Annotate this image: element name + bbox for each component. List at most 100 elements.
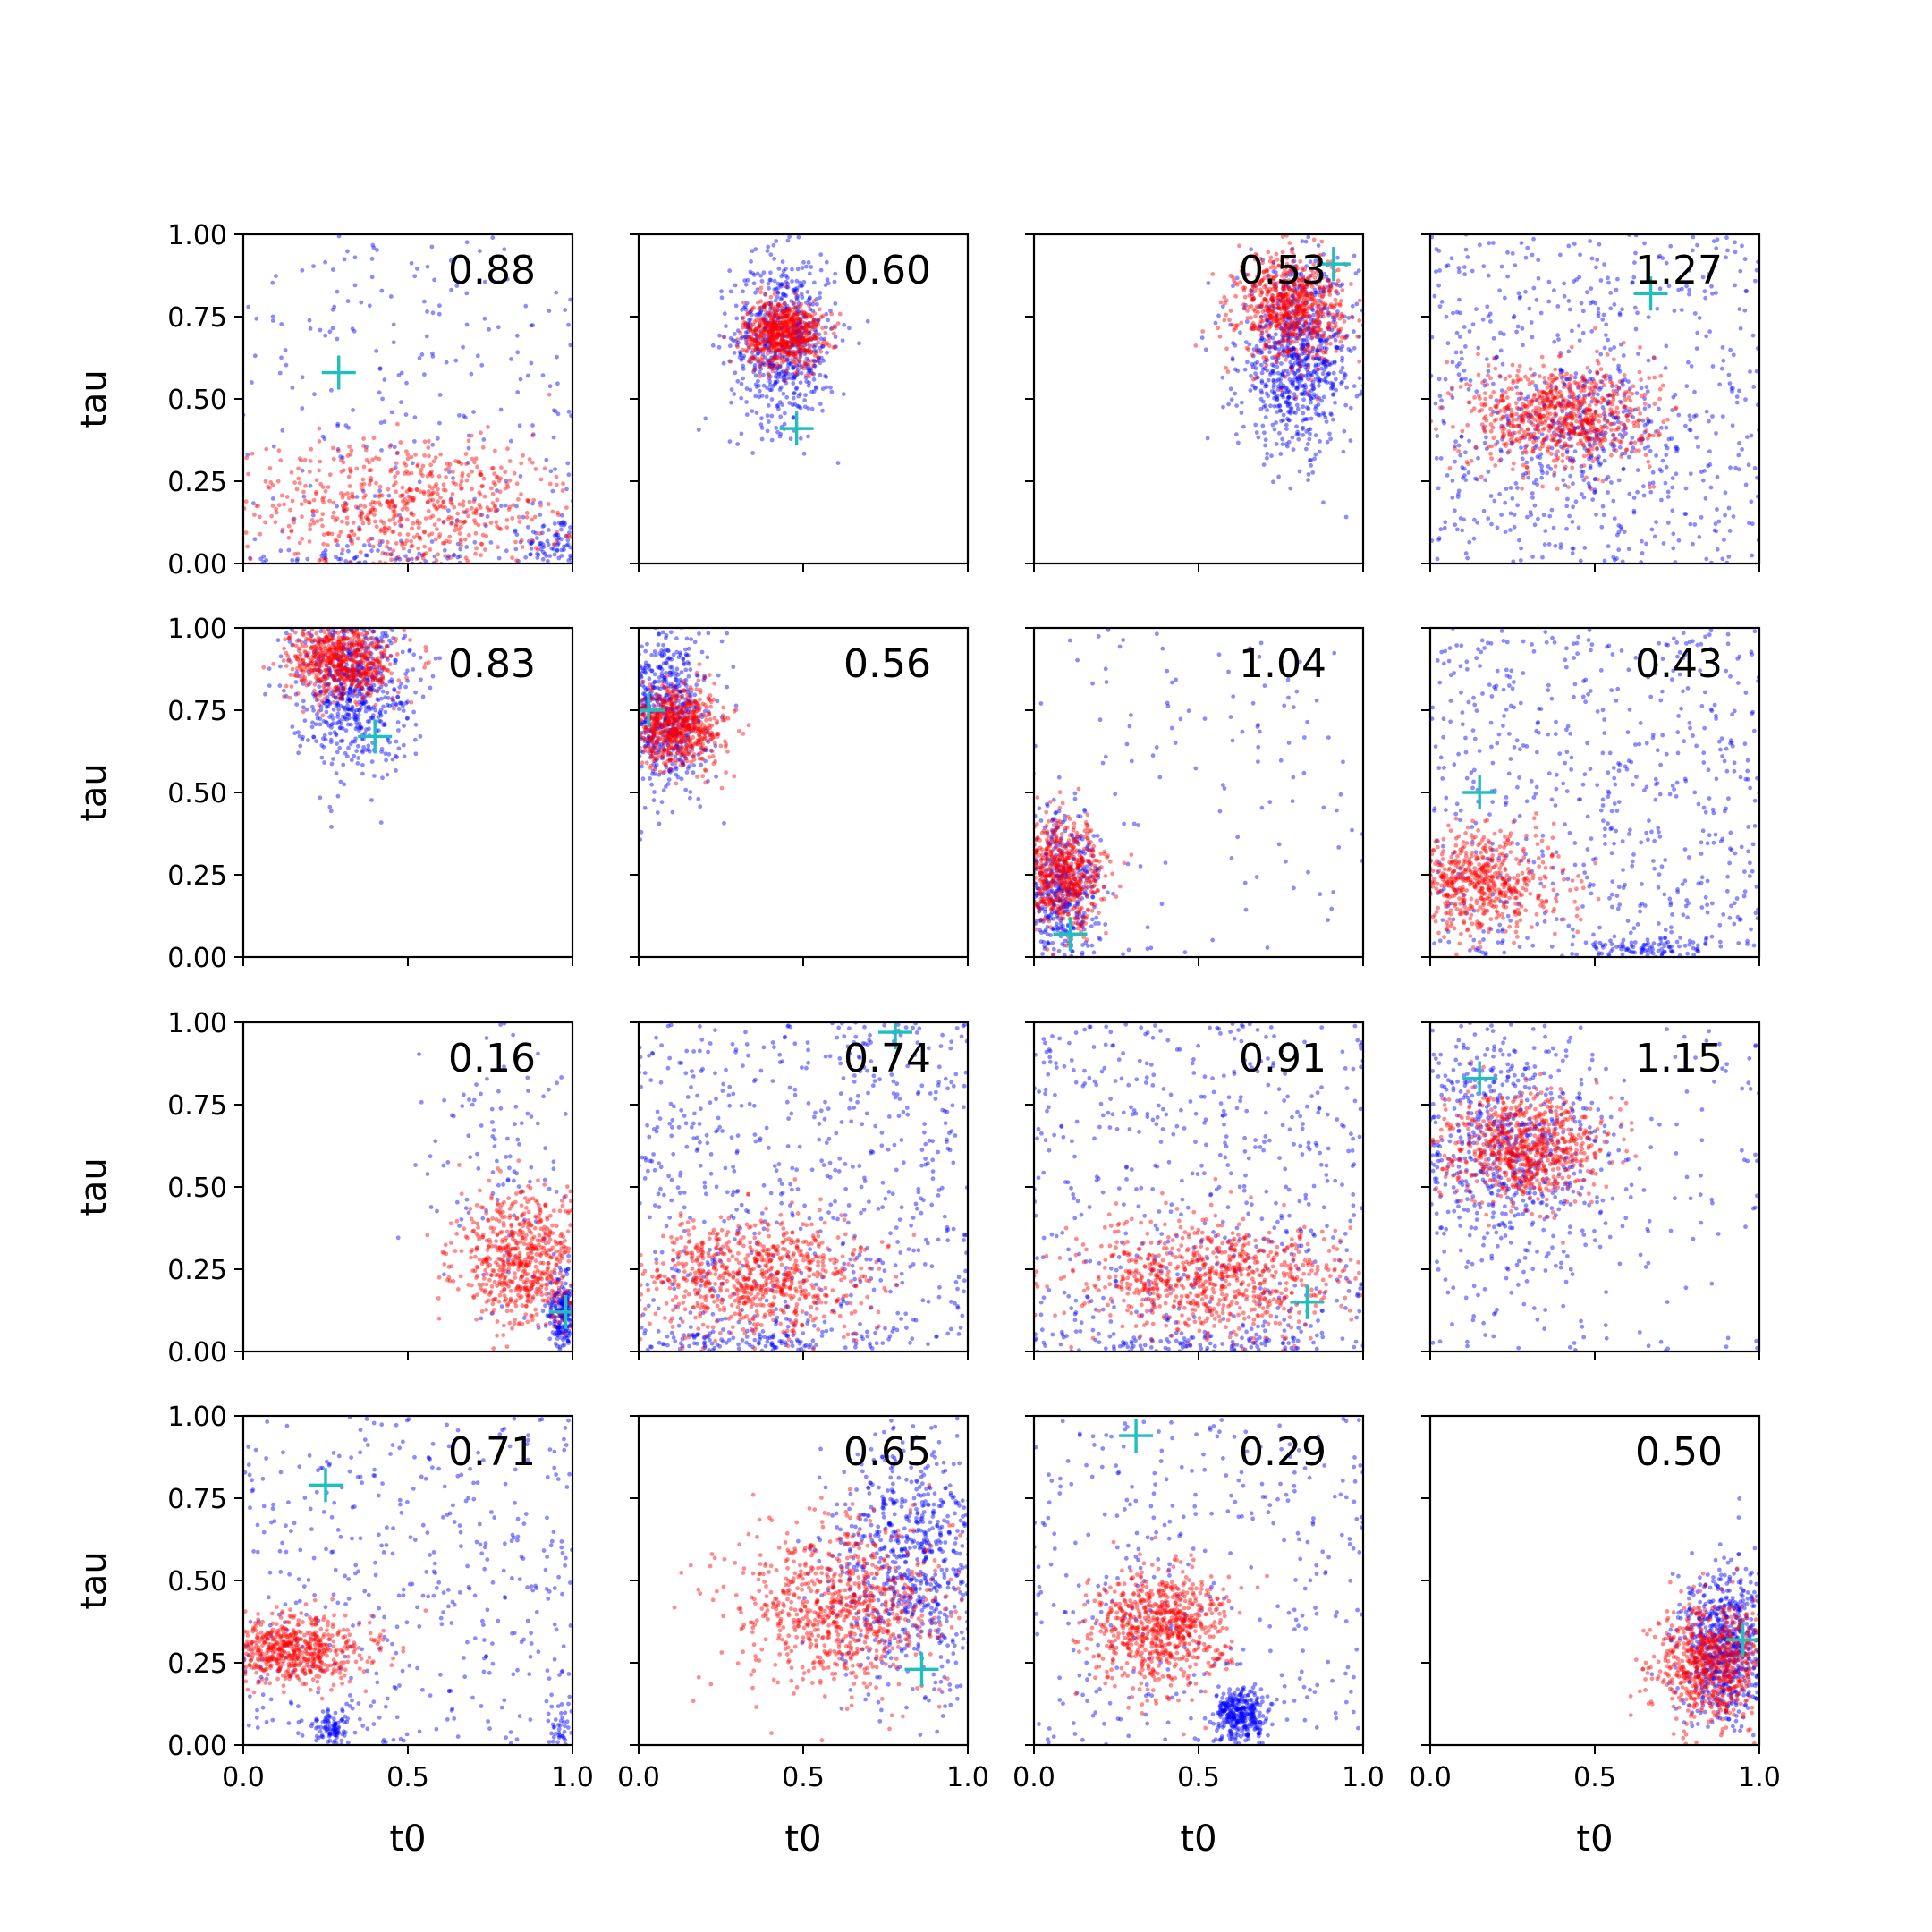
data-point [1631, 496, 1637, 500]
data-point [422, 372, 427, 377]
data-point [1275, 370, 1281, 376]
data-point [420, 555, 426, 561]
data-point [1302, 417, 1307, 421]
data-point [1350, 315, 1355, 320]
data-point [765, 413, 770, 419]
data-point [1530, 555, 1535, 559]
data-point [1302, 348, 1308, 353]
data-point [1259, 378, 1265, 384]
data-point [1321, 286, 1326, 292]
data-point [352, 283, 358, 288]
data-point [1691, 414, 1697, 419]
data-point [1530, 335, 1535, 340]
data-point [765, 339, 769, 344]
data-point [1218, 300, 1224, 305]
data-point [799, 337, 804, 343]
data-point [1707, 449, 1712, 453]
data-point [1546, 299, 1552, 304]
data-point [1538, 452, 1544, 457]
data-point [1546, 279, 1552, 284]
data-point [1519, 546, 1523, 551]
data-point [529, 360, 534, 366]
data-point [517, 520, 522, 524]
data-point [778, 342, 784, 347]
data-point [728, 343, 733, 349]
data-point [1338, 369, 1343, 374]
data-point [1486, 273, 1491, 278]
data-point [759, 436, 765, 442]
data-point [1665, 521, 1671, 525]
data-point [1462, 325, 1467, 329]
data-point [507, 504, 513, 510]
data-point [555, 354, 559, 360]
data-point [1346, 347, 1352, 352]
data-point [425, 264, 430, 269]
data-point [769, 330, 775, 335]
data-point [1300, 286, 1305, 291]
data-point [417, 535, 422, 540]
data-point [514, 532, 520, 538]
data-point [385, 544, 389, 549]
data-point [767, 365, 772, 370]
data-point [813, 343, 818, 348]
data-point [1261, 399, 1266, 404]
data-point [300, 537, 305, 541]
data-point [1265, 451, 1270, 456]
data-point [1304, 298, 1309, 303]
data-point [1725, 248, 1730, 253]
data-point [383, 530, 387, 536]
data-point [1303, 364, 1308, 369]
data-point [1296, 385, 1301, 389]
data-point [1263, 443, 1267, 448]
data-point [785, 335, 791, 339]
data-point [530, 530, 536, 534]
data-point [530, 423, 535, 428]
data-point [782, 350, 787, 354]
data-point [753, 290, 758, 295]
data-point [377, 494, 382, 499]
data-point [1590, 497, 1596, 502]
data-point [803, 330, 809, 335]
data-point [1750, 553, 1755, 558]
data-point [350, 494, 355, 499]
data-point [1289, 268, 1294, 274]
data-point [1553, 543, 1558, 548]
data-point [1288, 411, 1293, 416]
data-point [1734, 400, 1740, 405]
data-point [1263, 437, 1268, 443]
data-point [815, 354, 820, 360]
data-point [559, 527, 564, 532]
data-point [777, 315, 783, 320]
data-point [775, 375, 780, 380]
data-point [1276, 340, 1281, 344]
data-point [1310, 354, 1316, 360]
data-point [794, 386, 800, 390]
data-point [769, 397, 775, 402]
data-point [1328, 380, 1334, 386]
data-point [1689, 364, 1694, 369]
data-point [1646, 358, 1651, 363]
data-point [1224, 346, 1229, 352]
data-point [792, 340, 797, 344]
data-point [1488, 494, 1494, 498]
data-point [1288, 486, 1293, 491]
data-point [460, 486, 464, 491]
data-point [1358, 392, 1362, 397]
data-point [797, 325, 802, 330]
data-point [1570, 465, 1575, 470]
data-point [1301, 315, 1306, 319]
data-point [1239, 400, 1244, 405]
data-point [377, 367, 383, 371]
data-point [1250, 353, 1256, 359]
data-point [1314, 371, 1319, 376]
data-point [487, 326, 491, 332]
data-point [1313, 433, 1318, 438]
data-point [781, 391, 786, 396]
data-point [303, 483, 308, 488]
data-point [1295, 377, 1301, 381]
data-point [762, 304, 767, 309]
data-point [1262, 360, 1267, 365]
data-point [733, 339, 738, 343]
data-point [760, 317, 766, 322]
data-point [473, 530, 479, 536]
